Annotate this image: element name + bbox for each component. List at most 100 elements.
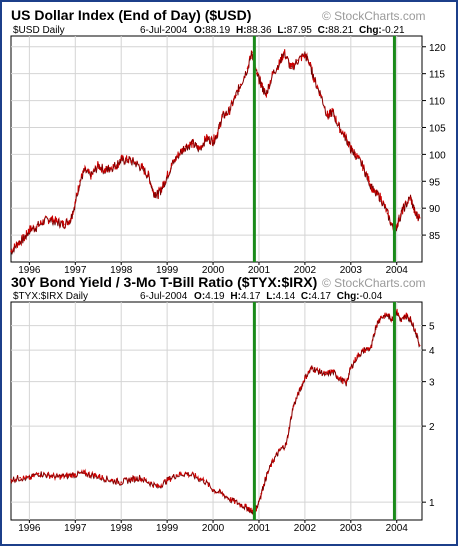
usd-data-point	[221, 115, 224, 118]
ratio-quote-close-label: C:	[301, 291, 312, 302]
ratio-x-tick-label: 1998	[110, 523, 133, 534]
ratio-data-point	[102, 476, 104, 479]
ratio-x-tick-label: 2001	[248, 523, 271, 534]
ratio-data-point	[400, 320, 403, 323]
ratio-symbol-label: $TYX:$IRX Daily	[13, 291, 88, 302]
ratio-data-point	[212, 488, 214, 491]
usd-data-point	[120, 158, 123, 161]
usd-data-point	[74, 202, 77, 204]
ratio-data-point	[157, 486, 159, 488]
ratio-data-point	[310, 367, 313, 369]
usd-data-point	[409, 196, 412, 199]
ratio-data-point	[418, 344, 421, 347]
ratio-quote-change-label: Chg:	[337, 291, 360, 302]
usd-x-tick-label: 1998	[110, 265, 133, 276]
usd-data-point	[308, 62, 311, 64]
usd-data-point	[23, 236, 26, 239]
ratio-data-point	[10, 478, 12, 481]
usd-data-point	[372, 191, 375, 193]
ratio-data-point	[37, 472, 40, 475]
ratio-y-tick-label: 4	[429, 346, 435, 357]
usd-data-point	[379, 196, 382, 199]
usd-data-point	[97, 164, 100, 166]
usd-data-point	[157, 193, 159, 196]
usd-x-tick-label: 2001	[248, 265, 271, 276]
usd-data-point	[205, 137, 207, 140]
usd-data-point	[327, 115, 329, 118]
usd-data-point	[265, 94, 267, 96]
usd-data-point	[255, 72, 258, 75]
ratio-data-point	[331, 370, 334, 372]
ratio-watermark: © StockCharts.com	[322, 276, 426, 290]
ratio-quote-low-label: L:	[266, 291, 275, 302]
usd-data-point	[35, 226, 38, 228]
usd-data-point	[331, 110, 334, 113]
usd-x-axis: 1996 1997 1998 1999 2000 2001 2002 2003 2004	[18, 262, 408, 276]
ratio-quote-high-label: H:	[230, 291, 241, 302]
usd-data-point	[361, 164, 364, 166]
ratio-x-tick-label: 1999	[156, 523, 179, 534]
usd-data-point	[69, 218, 72, 220]
ratio-vertical-markers	[252, 302, 396, 520]
ratio-y-tick-label: 5	[429, 322, 435, 333]
ratio-data-point	[405, 314, 407, 316]
usd-data-point	[10, 250, 12, 253]
ratio-quote-low: 4.14	[276, 291, 296, 302]
ratio-y-tick-label: 2	[429, 422, 435, 433]
usd-x-tick-label: 1996	[18, 265, 41, 276]
usd-data-point	[191, 142, 194, 145]
ratio-x-tick-label: 2000	[202, 523, 225, 534]
usd-data-point	[350, 148, 352, 150]
ratio-data-point	[28, 477, 31, 480]
usd-data-point	[368, 180, 370, 183]
ratio-data-point	[278, 449, 281, 452]
usd-data-point	[79, 180, 81, 183]
usd-data-point	[239, 83, 242, 86]
usd-data-point	[271, 72, 274, 75]
usd-quote-open: 88.19	[205, 25, 230, 36]
usd-data-point	[28, 228, 31, 231]
ratio-data-point	[120, 481, 123, 483]
ratio-data-point	[203, 479, 205, 482]
usd-data-point	[313, 78, 315, 80]
ratio-data-point	[379, 316, 382, 318]
ratio-quote-close: 4.17	[311, 291, 331, 302]
ratio-chart-title: 30Y Bond Yield / 3-Mo T-Bill Ratio ($TYX…	[11, 274, 317, 290]
usd-data-point	[170, 164, 173, 166]
ratio-x-tick-label: 2004	[386, 523, 409, 534]
ratio-grid	[11, 302, 422, 520]
usd-data-point	[246, 67, 249, 70]
ratio-data-point	[292, 405, 295, 407]
usd-data-point	[177, 153, 180, 156]
usd-data-point	[152, 191, 155, 193]
ratio-y-axis: 1 2 3 4 5	[422, 322, 435, 509]
ratio-data-point	[338, 377, 341, 379]
usd-data-point	[83, 169, 86, 172]
ratio-data-point	[395, 310, 398, 313]
usd-data-point	[127, 158, 129, 161]
usd-data-point	[198, 148, 201, 150]
usd-quote-close-label: C:	[318, 25, 329, 36]
usd-data-point	[354, 153, 357, 156]
ratio-data-point	[324, 373, 327, 376]
ratio-x-axis: 1996 1997 1998 1999 2000 2001 2002 2003 2004	[18, 520, 408, 534]
ratio-quote-open-label: O:	[194, 291, 205, 302]
ratio-data-point	[221, 492, 224, 495]
usd-y-tick-label: 115	[429, 70, 445, 81]
usd-y-tick-label: 105	[429, 123, 446, 134]
ratio-data-point	[409, 318, 412, 321]
ratio-quote-high: 4.17	[241, 291, 261, 302]
ratio-series-line	[10, 308, 421, 516]
ratio-data-point	[147, 481, 150, 483]
ratio-y-tick-label: 1	[429, 498, 435, 509]
ratio-data-point	[65, 475, 67, 477]
ratio-quote-open: 4.19	[205, 291, 225, 302]
ratio-data-point	[375, 324, 377, 327]
ratio-data-point	[304, 377, 306, 379]
usd-series-shadow	[10, 50, 420, 256]
usd-data-point	[228, 110, 230, 113]
ratio-data-point	[370, 346, 373, 349]
usd-data-point	[90, 175, 93, 177]
usd-data-point	[260, 83, 263, 86]
usd-data-point	[56, 220, 58, 223]
